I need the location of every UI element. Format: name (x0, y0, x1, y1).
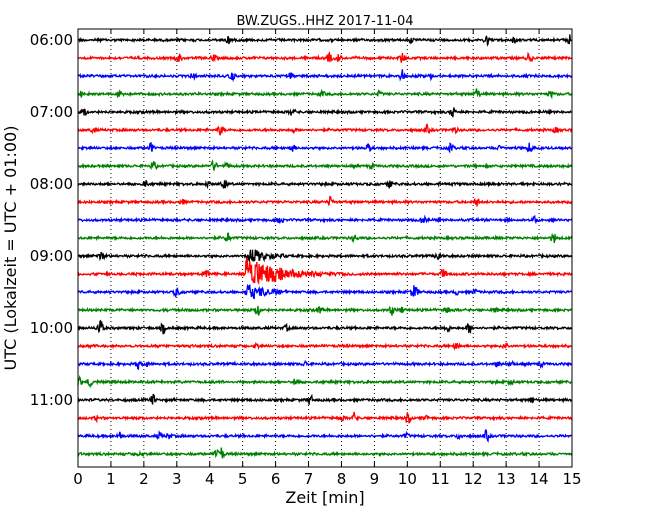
seismogram-trace (77, 214, 573, 225)
seismogram-trace (77, 249, 573, 264)
x-tick-label: 14 (530, 470, 549, 488)
seismogram-trace (77, 359, 573, 371)
y-tick-label: 08:00 (30, 175, 73, 193)
seismogram-trace (77, 305, 573, 316)
seismogram-trace (77, 447, 573, 459)
x-tick-label: 5 (238, 470, 248, 488)
seismogram-trace (77, 374, 573, 389)
x-tick-label: 1 (106, 470, 116, 488)
seismogram-trace (77, 195, 573, 207)
seismogram-trace (77, 393, 573, 405)
x-tick-label: 7 (304, 470, 314, 488)
seismogram-traces (77, 34, 573, 459)
seismogram-trace (77, 179, 573, 190)
seismogram-trace (77, 34, 573, 47)
seismogram-trace (77, 428, 573, 443)
seismogram-trace (77, 51, 573, 63)
y-tick-label: 11:00 (30, 391, 73, 409)
x-tick-label: 11 (431, 470, 450, 488)
seismogram-trace (77, 257, 573, 286)
seismogram-trace (77, 283, 573, 300)
x-tick-label: 4 (205, 470, 215, 488)
chart-title: BW.ZUGS..HHZ 2017-11-04 (236, 14, 413, 29)
x-tick-label: 6 (271, 470, 281, 488)
x-tick-label: 9 (370, 470, 380, 488)
x-tick-label: 3 (172, 470, 182, 488)
seismogram-trace (77, 159, 573, 171)
seismogram-trace (77, 411, 573, 424)
y-tick-label: 09:00 (30, 247, 73, 265)
x-axis-label: Zeit [min] (285, 488, 364, 507)
x-tick-label: 2 (139, 470, 149, 488)
y-axis-ticks: 06:00 07:00 08:00 09:00 10:00 11:00 (30, 31, 572, 409)
seismogram-trace (77, 107, 573, 118)
y-tick-label: 07:00 (30, 103, 73, 121)
y-axis-label: UTC (Lokalzeit = UTC + 01:00) (1, 126, 20, 371)
seismogram-trace (77, 123, 573, 136)
x-tick-label: 0 (73, 470, 83, 488)
seismogram-trace (77, 319, 573, 335)
y-tick-label: 10:00 (30, 319, 73, 337)
seismogram-trace (77, 142, 573, 154)
plot-frame (77, 28, 573, 468)
x-tick-label: 13 (497, 470, 516, 488)
y-tick-label: 06:00 (30, 31, 73, 49)
seismogram-trace (77, 341, 573, 351)
seismogram-trace (77, 88, 573, 100)
x-tick-label: 10 (398, 470, 417, 488)
x-tick-label: 12 (464, 470, 483, 488)
x-tick-label: 8 (337, 470, 347, 488)
seismogram-trace (77, 232, 573, 244)
x-tick-label: 15 (562, 470, 581, 488)
x-axis-ticks: 0 1 2 3 4 5 6 7 8 9 10 11 12 13 14 15 (73, 29, 582, 488)
seismogram-trace (77, 69, 573, 83)
